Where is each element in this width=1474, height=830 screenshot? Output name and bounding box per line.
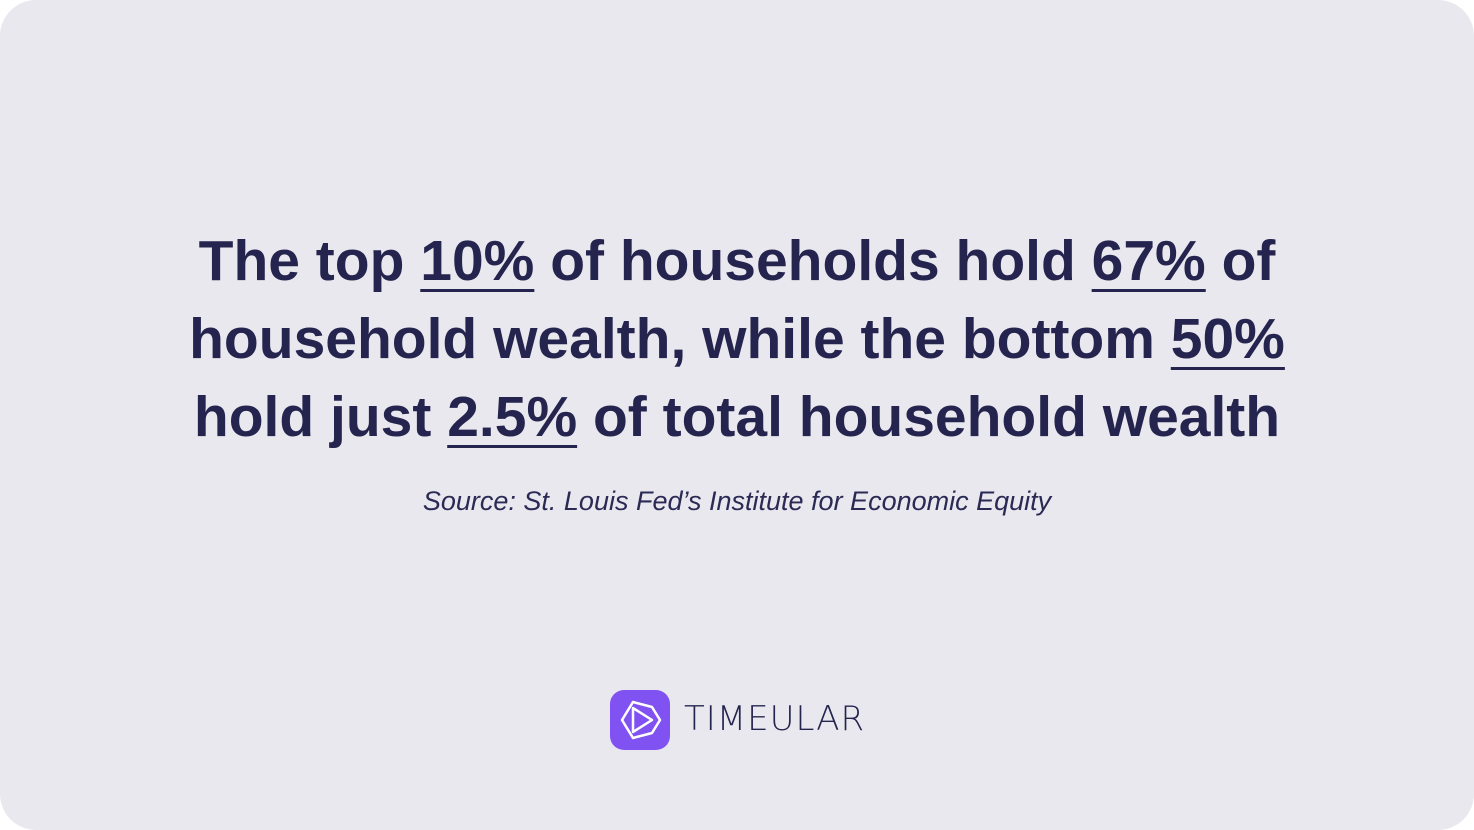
headline-line: hold just 2.5% of total household wealth xyxy=(0,378,1474,456)
headline-line: household wealth, while the bottom 50% xyxy=(0,300,1474,378)
logo-icon xyxy=(610,690,670,750)
headline-text: of total household wealth xyxy=(577,385,1281,449)
headline-text: hold just xyxy=(193,385,448,449)
headline-text: household wealth, while the bottom xyxy=(189,307,1171,371)
headline-line: The top 10% of households hold 67% of xyxy=(0,222,1474,300)
source: Source: St. Louis Fed’s Institute for Ec… xyxy=(422,486,1052,516)
highlight-figure: 10% xyxy=(420,229,535,293)
headline: The top 10% of households hold 67% of hou… xyxy=(0,222,1474,456)
headline-text: of households hold xyxy=(534,229,1092,293)
highlight-figure: 50% xyxy=(1170,307,1285,371)
headline-text: of xyxy=(1205,229,1276,293)
highlight-figure: 2.5% xyxy=(447,385,578,449)
logo-text: TIMEULAR xyxy=(684,699,866,739)
highlight-figure: 67% xyxy=(1091,229,1206,293)
headline-text: The top xyxy=(198,229,421,293)
